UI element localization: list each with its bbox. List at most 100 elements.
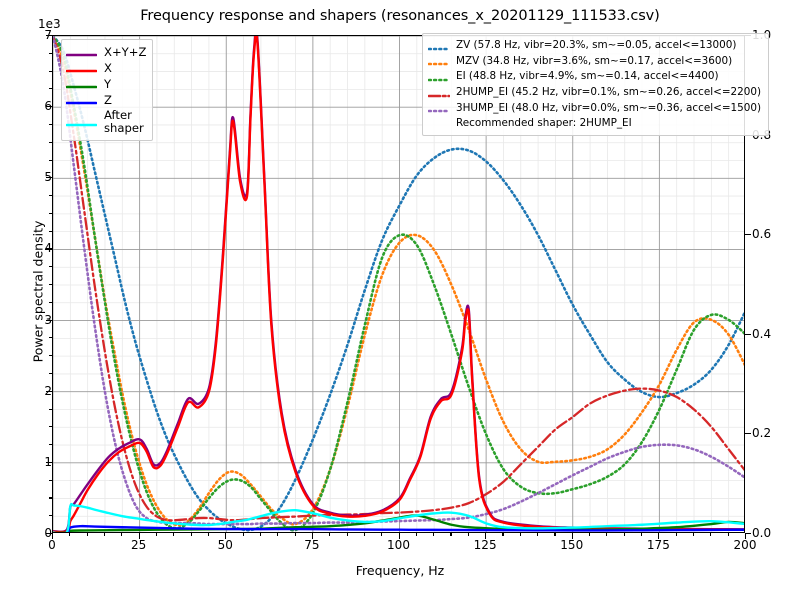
x-tick-mark-minor	[467, 533, 469, 536]
x-tick-mark-minor	[433, 533, 435, 536]
legend-item-y[interactable]: Y	[65, 76, 146, 92]
y-tick-mark-left-minor	[49, 141, 52, 143]
legend-line-swatch	[427, 63, 451, 66]
x-tick-mark-minor	[554, 533, 556, 536]
x-tick-mark-minor	[277, 533, 279, 536]
y-tick-mark-left-minor	[49, 372, 52, 375]
x-tick-mark-minor	[606, 533, 608, 536]
series-after-shaper	[53, 502, 744, 532]
x-tick-mark-minor	[242, 533, 244, 536]
x-tick-mark-minor	[155, 533, 158, 536]
legend-item-zv[interactable]: ZV (57.8 Hz, vibr=20.3%, sm~=0.05, accel…	[427, 38, 761, 54]
x-tick-mark-minor	[502, 533, 504, 536]
x-tick-mark-minor	[346, 533, 348, 536]
y-tick-mark-left	[46, 390, 52, 392]
x-tick-label: 175	[646, 538, 670, 552]
x-tick-mark-minor	[259, 533, 261, 536]
y-tick-mark-right	[745, 533, 751, 535]
legend-item-after-shaper[interactable]: After shaper	[65, 108, 146, 136]
x-tick-mark	[745, 533, 747, 539]
x-tick-mark-minor	[519, 533, 521, 536]
legend-swatch-icon	[65, 62, 98, 74]
x-tick-mark	[571, 533, 573, 539]
x-tick-mark-minor	[190, 533, 192, 536]
legend-line-swatch	[427, 78, 451, 82]
y-tick-mark-left	[46, 461, 52, 463]
legend-line-swatch	[65, 69, 98, 73]
legend-swatch-icon	[65, 78, 98, 90]
x-tick-mark-minor	[710, 533, 712, 536]
y-tick-mark-left-minor	[49, 159, 52, 161]
legend-item-ei[interactable]: EI (48.8 Hz, vibr=4.9%, sm~=0.14, accel<…	[427, 69, 761, 85]
y-tick-mark-left-minor	[49, 444, 52, 446]
x-tick-label: 125	[473, 538, 497, 552]
y-tick-mark-left-minor	[49, 479, 52, 481]
y-tick-mark-left	[46, 533, 52, 535]
x-tick-label: 200	[733, 538, 757, 552]
x-tick-mark	[138, 533, 140, 539]
legend-line-swatch	[65, 53, 98, 57]
y-tick-mark-left-minor	[49, 284, 52, 286]
x-tick-mark-minor	[537, 533, 539, 536]
y-tick-mark-left-minor	[49, 497, 52, 499]
y-tick-mark-left-minor	[49, 123, 52, 126]
legend-item-label: X	[104, 60, 112, 75]
legend-item-label: Z	[104, 92, 112, 107]
legend-item-3hump-ei[interactable]: 3HUMP_EI (48.0 Hz, vibr=0.0%, sm~=0.36, …	[427, 100, 762, 116]
recommended-shaper-text: Recommended shaper: 2HUMP_EI	[456, 117, 632, 130]
x-tick-label: 50	[217, 538, 233, 552]
x-tick-label: 100	[387, 538, 410, 552]
y-tick-mark-left	[46, 319, 52, 321]
x-tick-mark-minor	[589, 533, 591, 536]
x-tick-mark	[658, 533, 660, 539]
x-tick-mark-minor	[294, 533, 296, 536]
legend-swatch-icon	[65, 116, 98, 128]
y-tick-mark-left-minor	[49, 301, 52, 303]
x-tick-label: 0	[48, 538, 56, 552]
legend-item-x[interactable]: X	[65, 60, 146, 76]
y-tick-mark-left-minor	[49, 88, 52, 90]
y-tick-mark-left-minor	[49, 52, 52, 54]
legend-item-z[interactable]: Z	[65, 92, 146, 108]
legend-item-x-y-z[interactable]: X+Y+Z	[65, 44, 146, 60]
legend-item-2hump-ei[interactable]: 2HUMP_EI (45.2 Hz, vibr=0.1%, sm~=0.26, …	[427, 85, 761, 101]
legend-line-swatch	[65, 123, 98, 127]
legend-axes: X+Y+Z X Y Z After shaper	[61, 39, 154, 141]
legend-swatch-icon	[427, 71, 451, 83]
legend-swatch-icon	[427, 55, 451, 67]
series-x	[53, 36, 744, 532]
series-mzv	[53, 36, 744, 527]
x-tick-mark-minor	[727, 533, 729, 536]
x-tick-mark-minor	[329, 533, 331, 536]
x-tick-mark	[52, 533, 54, 539]
x-tick-mark	[485, 533, 487, 539]
x-tick-mark	[225, 533, 227, 539]
x-tick-mark-minor	[381, 533, 383, 536]
y-tick-mark-left-minor	[49, 515, 52, 517]
x-tick-mark-minor	[415, 533, 417, 536]
legend-swatch-icon	[65, 94, 98, 106]
legend-swatch-icon	[427, 40, 451, 52]
y-tick-mark-left-minor	[49, 230, 52, 232]
legend-item-mzv[interactable]: MZV (34.8 Hz, vibr=3.6%, sm~=0.17, accel…	[427, 54, 761, 70]
y-tick-mark-left-minor	[49, 337, 52, 339]
series-layer	[53, 36, 744, 532]
legend-item-label: 3HUMP_EI (48.0 Hz, vibr=0.0%, sm~=0.36, …	[456, 101, 762, 114]
legend-item-label: MZV (34.8 Hz, vibr=3.6%, sm~=0.17, accel…	[456, 54, 733, 67]
legend-shapers: ZV (57.8 Hz, vibr=20.3%, sm~=0.05, accel…	[422, 33, 770, 136]
x-tick-mark-minor	[86, 533, 88, 536]
x-tick-mark-minor	[121, 533, 123, 536]
y-tick-mark-left-minor	[49, 212, 52, 214]
x-tick-mark-minor	[103, 533, 106, 536]
x-tick-label: 25	[130, 538, 147, 552]
legend-line-swatch	[427, 94, 451, 97]
x-tick-mark-minor	[675, 533, 677, 536]
y-tick-label-right: 0.6	[752, 227, 772, 242]
legend-item-label: ZV (57.8 Hz, vibr=20.3%, sm~=0.05, accel…	[456, 39, 737, 52]
y-tick-mark-left	[46, 177, 52, 179]
legend-item-label: Y	[104, 76, 112, 91]
y-axis-left-label: Power spectral density	[30, 220, 46, 363]
y-tick-mark-left	[46, 35, 52, 37]
legend-item-label: EI (48.8 Hz, vibr=4.9%, sm~=0.14, accel<…	[456, 70, 719, 83]
x-tick-mark-minor	[450, 533, 452, 536]
